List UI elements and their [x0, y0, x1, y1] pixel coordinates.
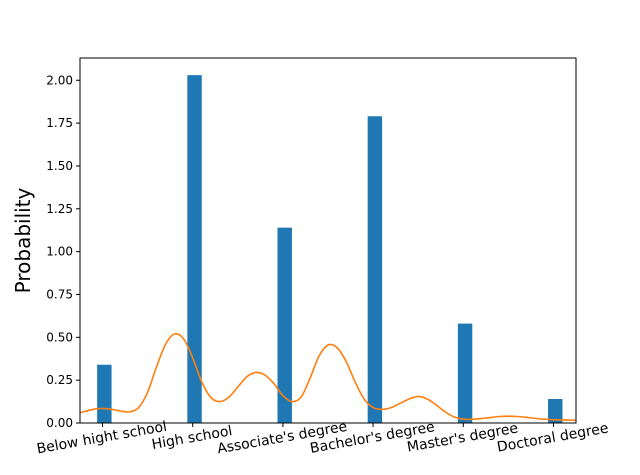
bar-2: [277, 227, 292, 423]
bar-5: [548, 399, 563, 423]
bar-3: [367, 116, 383, 423]
y-tick-label: 1.00: [46, 245, 73, 259]
plot-frame: [79, 57, 577, 424]
bar-4: [457, 323, 473, 423]
y-axis-label: Probability: [11, 187, 35, 293]
y-tick-label: 0.00: [46, 416, 73, 430]
bar-1: [187, 75, 202, 424]
y-tick-label: 0.50: [46, 330, 73, 344]
density-curve-layer: [79, 332, 577, 422]
bars-layer: [97, 75, 563, 424]
y-tick-label: 0.75: [46, 287, 73, 301]
y-axis: 0.00 0.25 0.50 0.75 1.00 1.25 1.50 1.75 2.00: [46, 73, 80, 430]
y-tick-label: 2.00: [46, 73, 73, 87]
y-tick-label: 0.25: [46, 373, 73, 387]
bar-0: [97, 364, 112, 423]
y-tick-label: 1.50: [46, 159, 73, 173]
y-tick-label: 1.75: [46, 116, 73, 130]
density-curve: [79, 332, 577, 422]
y-tick-label: 1.25: [46, 202, 73, 216]
